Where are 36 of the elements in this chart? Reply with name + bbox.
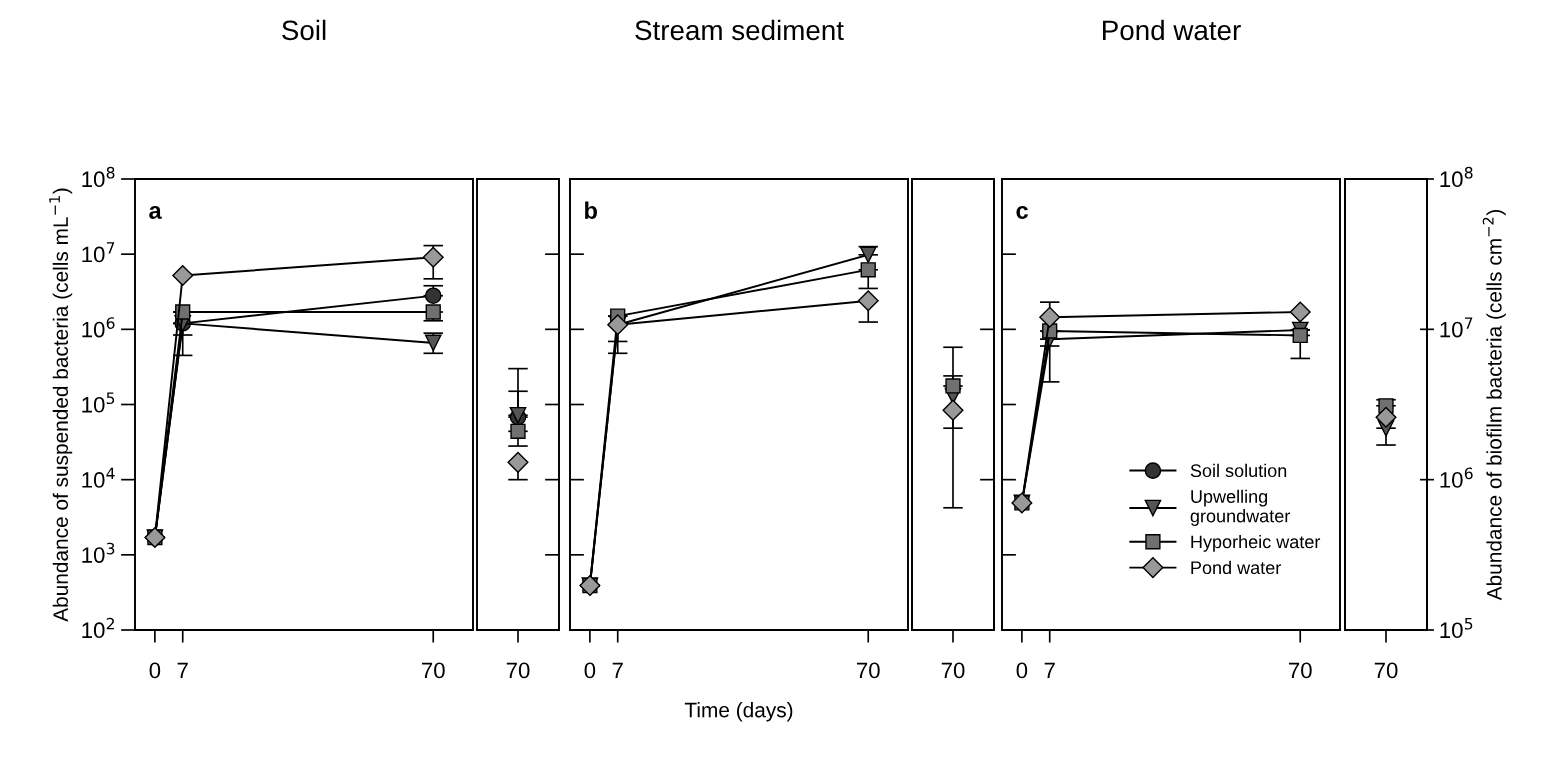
legend-label: Hyporheic water [1191,534,1321,552]
annotation: b [585,201,597,219]
y2-axis-title: Abundance of biofilm bacteria (cells cm$^{−2}$) [1482,209,1506,601]
y-tick-label: 10$^{8}$ [82,166,115,188]
y2-tick-label: 10$^{5}$ [1440,618,1473,639]
x-tick-label: 0 [149,662,161,679]
y-tick-label: 10$^{7}$ [82,242,115,263]
y2-tick-label: 10$^{8}$ [1440,166,1473,188]
y-tick-label: 10$^{5}$ [82,392,115,413]
x-tick-label: 70 [857,662,880,679]
legend-label: Soil solution [1190,463,1287,478]
x-tick-label: 70 [1374,662,1398,679]
x-tick-label: 0 [1016,662,1028,679]
chart-title: Pond water [1103,19,1241,41]
y-tick-label: 10$^{4}$ [82,467,115,488]
y-tick-label: 10$^{3}$ [82,542,115,563]
y2-tick-label: 10$^{6}$ [1440,467,1473,488]
chart-title: Soil [282,19,326,41]
x-tick-label: 70 [506,662,530,679]
x-tick-label: 70 [422,662,445,679]
annotation: a [149,205,162,219]
y-tick-label: 10$^{2}$ [82,617,114,639]
legend-label: Upwelling groundwater [1190,489,1290,526]
y-tick-label: 10$^{6}$ [82,317,115,338]
legend-label: Pond water [1191,560,1281,575]
chart-title: Stream sediment [635,19,844,41]
annotation: c [1016,205,1028,219]
x-axis-title: Time (days) [684,702,793,722]
x-tick-label: 7 [177,662,188,679]
x-tick-label: 70 [1289,662,1312,679]
x-tick-label: 70 [941,662,965,679]
y2-tick-label: 10$^{7}$ [1440,317,1473,338]
y-axis-title: Abundance of suspended bacteria (cells mL$^{−1}$) [49,188,73,622]
x-tick-label: 7 [612,662,623,679]
x-tick-label: 7 [1044,662,1055,679]
x-tick-label: 0 [584,662,596,679]
